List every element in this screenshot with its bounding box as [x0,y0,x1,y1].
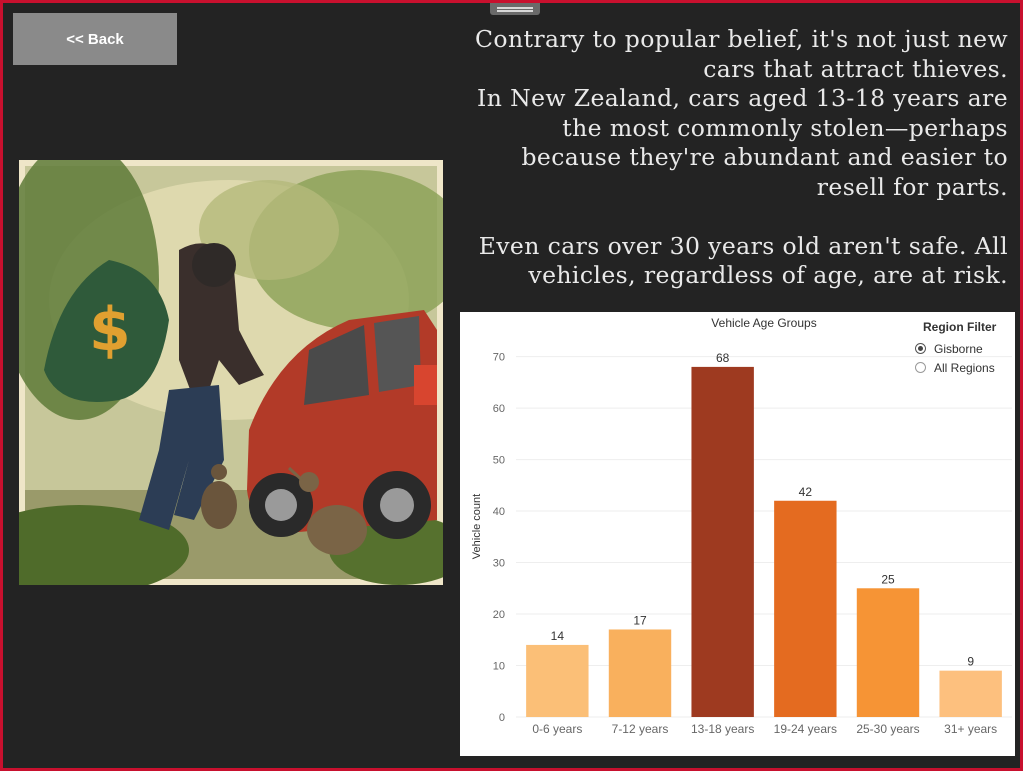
bar [608,629,672,717]
thief-car-illustration: $ [19,160,443,585]
y-tick-label: 30 [493,558,505,570]
bar [939,670,1002,717]
y-tick-label: 60 [493,403,505,415]
vehicle-age-chart: 0 10 20 30 40 50 60 70 Vehicle count 14 0-6 years 1… [460,312,1015,756]
region-option-all[interactable]: All Regions [915,358,996,377]
y-tick-label: 70 [493,352,505,364]
bar [691,366,754,717]
region-filter-title: Region Filter [923,320,997,334]
radio-selected-icon[interactable] [915,343,926,354]
region-filter: Region Filter Gisborne All Regions [915,320,996,377]
x-tick-label: 31+ years [944,722,997,736]
data-label: 68 [716,351,730,365]
x-tick-label: 7-12 years [612,722,669,736]
data-label: 42 [799,485,813,499]
y-tick-label: 10 [493,661,505,673]
radio-unselected-icon[interactable] [915,362,926,373]
y-tick-label: 0 [499,712,505,724]
data-label: 17 [633,613,647,627]
y-axis-label: Vehicle count [471,494,483,559]
x-tick-label: 0-6 years [532,722,582,736]
back-button[interactable]: << Back [13,13,177,65]
region-option-gisborne[interactable]: Gisborne [915,339,996,358]
x-tick-label: 19-24 years [774,722,837,736]
bar-chart-svg: 0 10 20 30 40 50 60 70 Vehicle count 14 0-6 years 1… [471,351,1012,736]
story-text: Contrary to popular belief, it's not jus… [475,25,1008,289]
y-tick-label: 40 [493,506,505,518]
chart-title: Vehicle Age Groups [711,316,817,330]
dollar-sign-icon: $ [89,295,131,365]
y-tick-label: 20 [493,609,505,621]
data-label: 9 [967,655,974,669]
data-label: 14 [551,629,565,643]
x-tick-label: 25-30 years [856,722,919,736]
bar [856,588,920,717]
bar [526,644,589,717]
y-tick-label: 50 [493,455,505,467]
x-tick-label: 13-18 years [691,722,754,736]
region-option-label: Gisborne [934,341,983,356]
region-option-label: All Regions [934,360,995,375]
bar [774,500,837,717]
drag-handle-icon[interactable] [490,3,540,15]
data-label: 25 [881,572,895,586]
